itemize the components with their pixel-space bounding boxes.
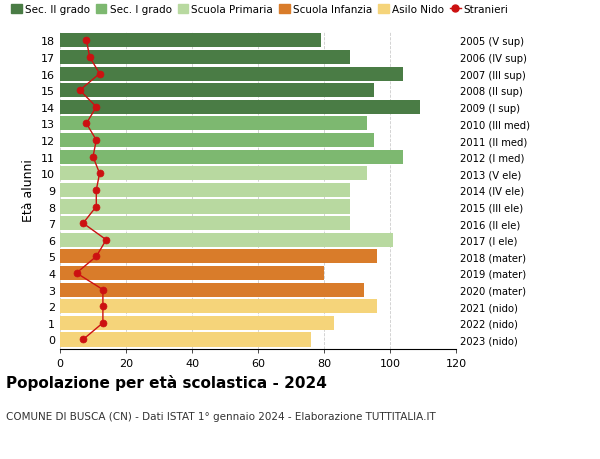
Bar (60, 300, 377, 313)
Bar (60, 217, 350, 231)
Legend: Sec. II grado, Sec. I grado, Scuola Primaria, Scuola Infanzia, Asilo Nido, Stran: Sec. II grado, Sec. I grado, Scuola Prim… (11, 5, 509, 15)
Bar (60, 150, 403, 164)
Text: COMUNE DI BUSCA (CN) - Dati ISTAT 1° gennaio 2024 - Elaborazione TUTTITALIA.IT: COMUNE DI BUSCA (CN) - Dati ISTAT 1° gen… (6, 411, 436, 421)
Bar (60, 184, 350, 197)
Bar (60, 51, 350, 65)
Bar (60, 101, 420, 115)
Y-axis label: Età alunni: Età alunni (22, 159, 35, 222)
Text: Popolazione per età scolastica - 2024: Popolazione per età scolastica - 2024 (6, 374, 327, 390)
Bar (60, 250, 377, 264)
Bar (60, 233, 394, 247)
Bar (60, 117, 367, 131)
Bar (60, 266, 324, 280)
Bar (60, 67, 403, 81)
Bar (60, 84, 373, 98)
Bar (60, 200, 350, 214)
Bar (60, 34, 320, 48)
Bar (60, 167, 367, 181)
Bar (60, 333, 311, 347)
Bar (60, 316, 334, 330)
Bar (60, 134, 373, 148)
Bar (60, 283, 364, 297)
